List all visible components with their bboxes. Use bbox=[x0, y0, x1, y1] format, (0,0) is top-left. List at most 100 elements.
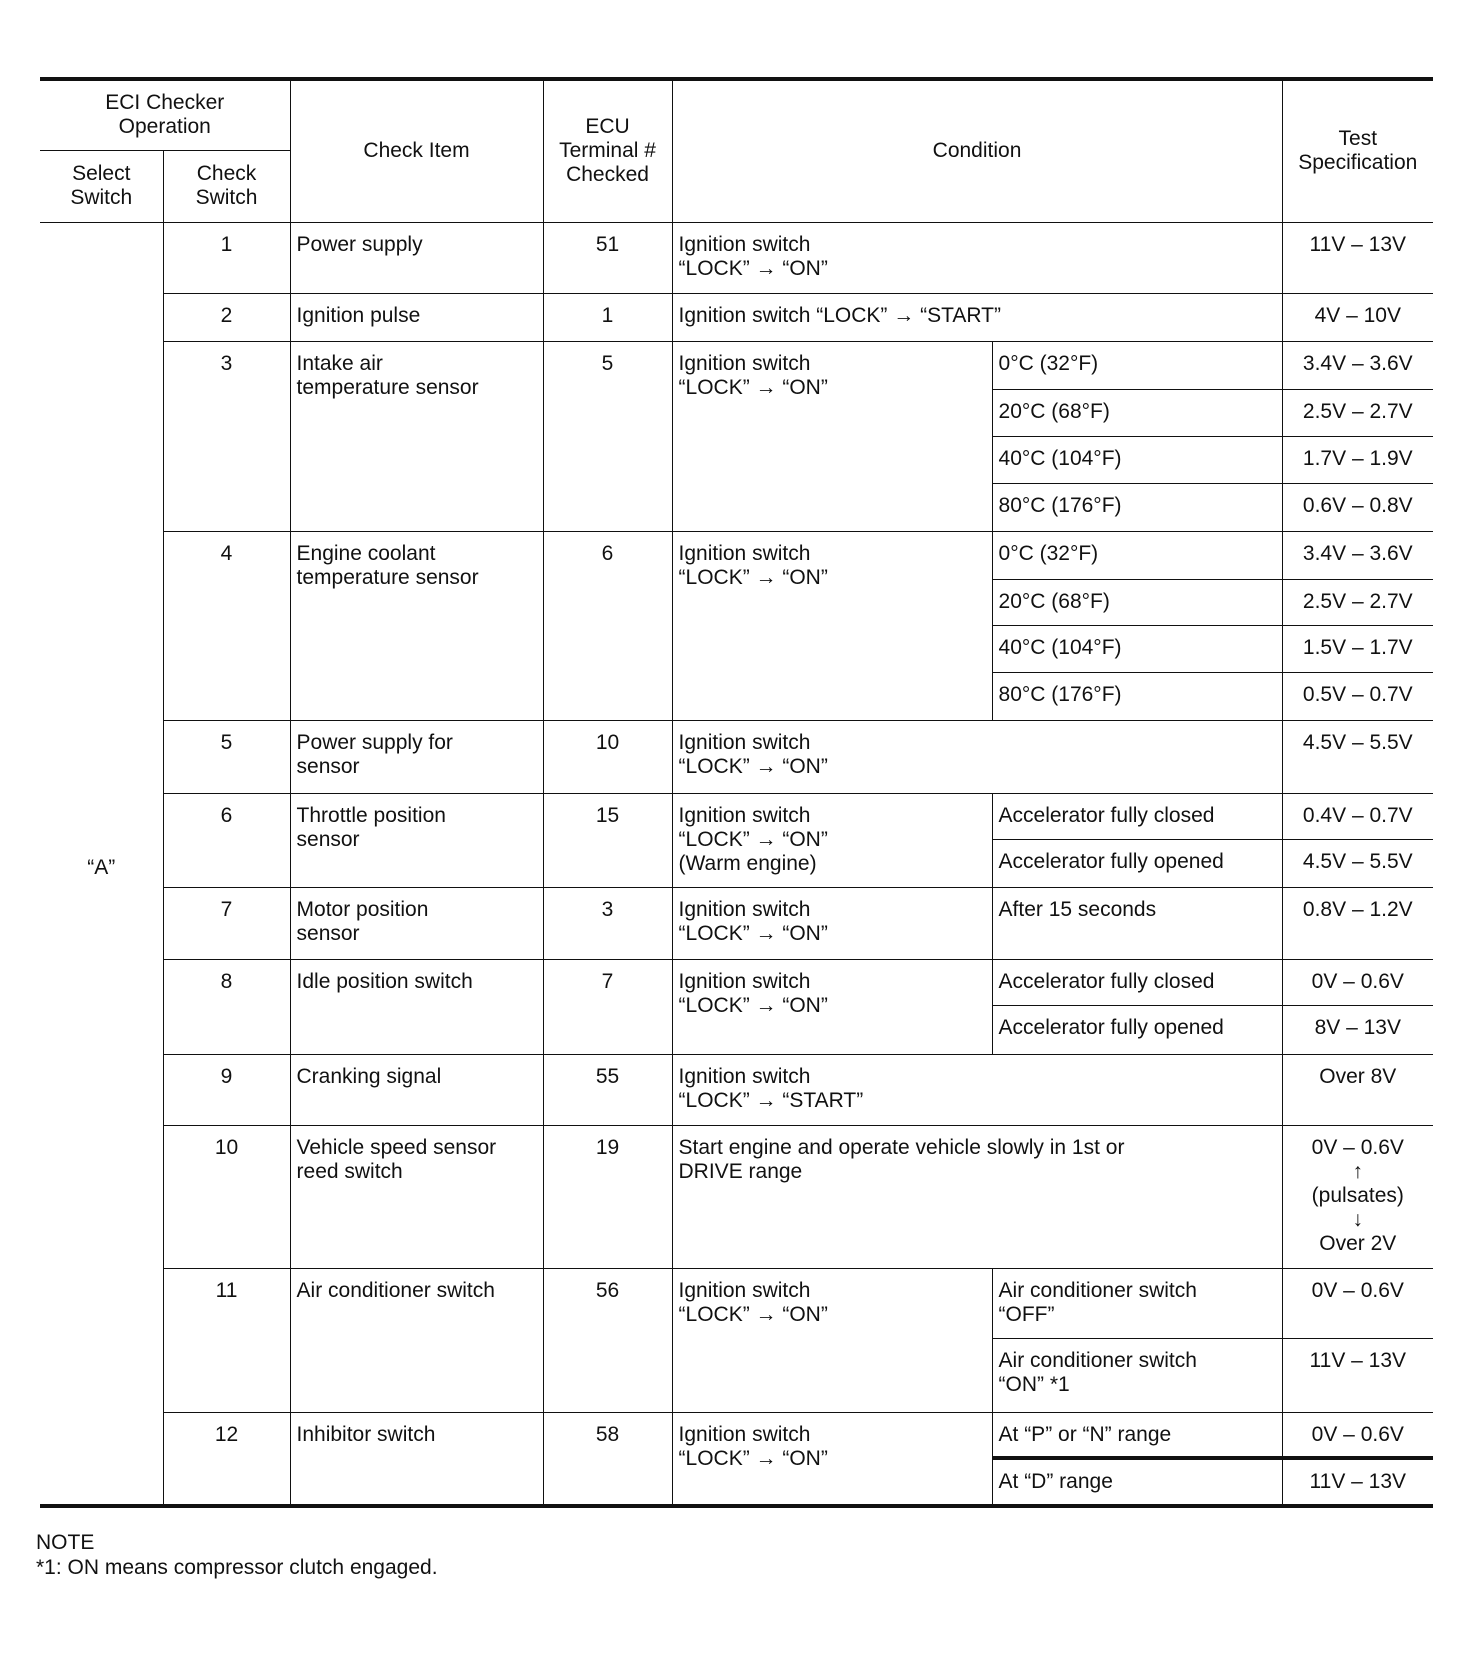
check-switch-number: 7 bbox=[162, 886, 291, 960]
check-item: Inhibitor switch bbox=[289, 1411, 544, 1508]
table-row: 3 Intake air temperature sensor 5 Ignition … bbox=[40, 340, 1434, 532]
ecu-terminal: 3 bbox=[542, 886, 673, 960]
table-row: “A” 1 Power supply 51 Ignition switch “LOCK”… bbox=[40, 221, 1434, 1508]
check-switch-number: 8 bbox=[162, 958, 291, 1055]
table-row: 8 Idle position switch 7 Ignition switch “L… bbox=[40, 958, 1434, 1055]
condition: Ignition switch “LOCK” → “ON” bbox=[671, 340, 993, 532]
ecu-terminal: 58 bbox=[542, 1411, 673, 1508]
sub-condition: Air conditioner switch “OFF” bbox=[991, 1267, 1283, 1339]
test-specification: 0.8V – 1.2V bbox=[1281, 886, 1434, 960]
check-item: Motor position sensor bbox=[289, 886, 544, 960]
sub-condition: 40°C (104°F) bbox=[991, 624, 1283, 673]
table-row: 7 Motor position sensor 3 Ignition switch “… bbox=[40, 886, 1434, 960]
table-row: 6 Throttle position sensor 15 Ignition swit… bbox=[40, 792, 1434, 888]
table-row: 4 Engine coolant temperature sensor 6 Ignit… bbox=[40, 530, 1434, 721]
condition: Start engine and operate vehicle slowly … bbox=[671, 1124, 1283, 1269]
ecu-terminal: 10 bbox=[542, 719, 673, 794]
test-specification: 8V – 13V bbox=[1281, 1004, 1434, 1055]
table-row: Air conditioner switch “ON” *1 11V – 13V bbox=[40, 1337, 1434, 1413]
test-specification: 1.7V – 1.9V bbox=[1281, 435, 1434, 484]
sub-condition: 80°C (176°F) bbox=[991, 671, 1283, 721]
ecu-terminal: 56 bbox=[542, 1267, 673, 1413]
sub-condition: Accelerator fully closed bbox=[991, 958, 1283, 1006]
sub-condition: 20°C (68°F) bbox=[991, 578, 1283, 626]
ecu-terminal: 6 bbox=[542, 530, 673, 721]
test-specification: 2.5V – 2.7V bbox=[1281, 578, 1434, 626]
sub-condition: After 15 seconds bbox=[991, 886, 1283, 960]
condition: Ignition switch “LOCK” → “ON” bbox=[671, 1267, 993, 1413]
check-switch-number: 9 bbox=[162, 1053, 291, 1126]
test-specification: 0.5V – 0.7V bbox=[1281, 671, 1434, 721]
check-item: Vehicle speed sensor reed switch bbox=[289, 1124, 544, 1269]
sub-condition: 80°C (176°F) bbox=[991, 482, 1283, 532]
table-row: 10 Vehicle speed sensor reed switch 19 Star… bbox=[40, 1124, 1434, 1269]
ecu-terminal: 15 bbox=[542, 792, 673, 888]
sub-condition: At “D” range bbox=[991, 1457, 1283, 1508]
test-specification: 4.5V – 5.5V bbox=[1281, 838, 1434, 888]
test-specification: 3.4V – 3.6V bbox=[1281, 340, 1434, 390]
check-item: Throttle position sensor bbox=[289, 792, 544, 888]
condition: Ignition switch “LOCK” → “ON” bbox=[671, 530, 993, 721]
condition: Ignition switch “LOCK” → “ON” bbox=[671, 221, 1283, 294]
check-item: Cranking signal bbox=[289, 1053, 544, 1126]
table-row: Accelerator fully opened 4.5V – 5.5V bbox=[40, 838, 1434, 888]
note-text: *1: ON means compressor clutch engaged. bbox=[36, 1556, 438, 1579]
test-specification: 11V – 13V bbox=[1281, 221, 1434, 294]
header-check-item: Check Item bbox=[289, 77, 544, 223]
sub-condition: 20°C (68°F) bbox=[991, 388, 1283, 437]
condition: Ignition switch “LOCK” → “START” bbox=[671, 292, 1283, 342]
test-specification: 11V – 13V bbox=[1281, 1457, 1434, 1508]
test-specification: Over 8V bbox=[1281, 1053, 1434, 1126]
header-test-specification: Test Specification bbox=[1281, 77, 1434, 223]
ecu-terminal: 55 bbox=[542, 1053, 673, 1126]
check-item: Intake air temperature sensor bbox=[289, 340, 544, 532]
test-specification: 2.5V – 2.7V bbox=[1281, 388, 1434, 437]
check-switch-number: 4 bbox=[162, 530, 291, 721]
check-switch-number: 10 bbox=[162, 1124, 291, 1269]
note-title: NOTE bbox=[36, 1531, 95, 1554]
test-specification: 0.6V – 0.8V bbox=[1281, 482, 1434, 532]
check-switch-number: 11 bbox=[162, 1267, 291, 1413]
test-specification: 4.5V – 5.5V bbox=[1281, 719, 1434, 794]
ecu-terminal: 5 bbox=[542, 340, 673, 532]
ecu-terminal: 19 bbox=[542, 1124, 673, 1269]
check-switch-number: 2 bbox=[162, 292, 291, 342]
check-item: Air conditioner switch bbox=[289, 1267, 544, 1413]
test-specification: 0V – 0.6V ↑ (pulsates) ↓ Over 2V bbox=[1281, 1124, 1434, 1269]
condition: Ignition switch “LOCK” → “ON” (Warm engi… bbox=[671, 792, 993, 888]
check-switch-number: 3 bbox=[162, 340, 291, 532]
table-row: At “D” range 11V – 13V bbox=[40, 1457, 1434, 1508]
test-specification: 3.4V – 3.6V bbox=[1281, 530, 1434, 580]
header-check-switch: Check Switch bbox=[162, 149, 291, 223]
check-item: Engine coolant temperature sensor bbox=[289, 530, 544, 721]
table-row: 9 Cranking signal 55 Ignition switch “LOCK”… bbox=[40, 1053, 1434, 1126]
sub-condition: Accelerator fully opened bbox=[991, 1004, 1283, 1055]
table-row: 2 Ignition pulse 1 Ignition switch “LOCK” →… bbox=[40, 292, 1434, 342]
ecu-terminal: 7 bbox=[542, 958, 673, 1055]
ecu-terminal: 51 bbox=[542, 221, 673, 294]
check-item: Power supply for sensor bbox=[289, 719, 544, 794]
test-specification: 4V – 10V bbox=[1281, 292, 1434, 342]
table-row: Accelerator fully opened 8V – 13V bbox=[40, 1004, 1434, 1055]
sub-condition: Air conditioner switch “ON” *1 bbox=[991, 1337, 1283, 1413]
check-item: Idle position switch bbox=[289, 958, 544, 1055]
check-switch-number: 6 bbox=[162, 792, 291, 888]
sub-condition: Accelerator fully closed bbox=[991, 792, 1283, 840]
table-row: 40°C (104°F) 1.5V – 1.7V bbox=[40, 624, 1434, 673]
check-item: Ignition pulse bbox=[289, 292, 544, 342]
header-eci-checker-operation: ECI Checker Operation bbox=[40, 77, 291, 151]
table-row: 11 Air conditioner switch 56 Ignition switc… bbox=[40, 1267, 1434, 1413]
check-switch-number: 5 bbox=[162, 719, 291, 794]
sub-condition: 40°C (104°F) bbox=[991, 435, 1283, 484]
check-switch-number: 1 bbox=[162, 221, 291, 294]
sub-condition: 0°C (32°F) bbox=[991, 340, 1283, 390]
test-specification: 1.5V – 1.7V bbox=[1281, 624, 1434, 673]
condition: Ignition switch “LOCK” → “START” bbox=[671, 1053, 1283, 1126]
table-row: 80°C (176°F) 0.5V – 0.7V bbox=[40, 671, 1434, 721]
select-switch-value: “A” bbox=[40, 221, 164, 1508]
table-row: 40°C (104°F) 1.7V – 1.9V bbox=[40, 435, 1434, 484]
sub-condition: 0°C (32°F) bbox=[991, 530, 1283, 580]
table-row: 12 Inhibitor switch 58 Ignition switch “LOC… bbox=[40, 1411, 1434, 1508]
check-switch-number: 12 bbox=[162, 1411, 291, 1508]
note: NOTE *1: ON means compressor clutch enga… bbox=[36, 1530, 438, 1580]
